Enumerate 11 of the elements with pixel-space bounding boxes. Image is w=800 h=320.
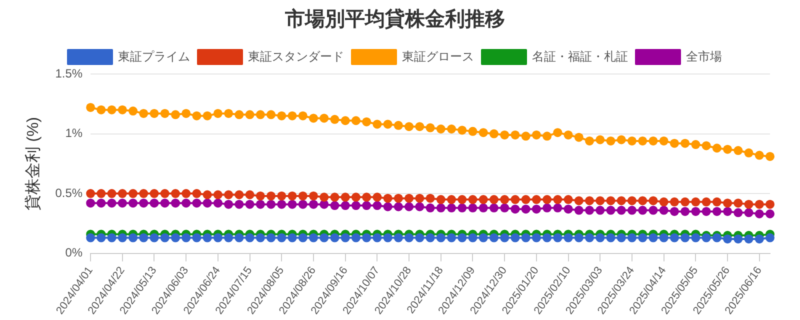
legend-label: 名証・福証・札証 (532, 49, 628, 64)
legend-label: 東証グロース (402, 49, 474, 64)
chart-title: 市場別平均貸株金利推移 (284, 8, 505, 31)
y-tick-label: 0.5% (55, 186, 83, 200)
legend-label: 全市場 (686, 49, 722, 64)
y-axis-title: 貸株金利 (%) (24, 117, 42, 210)
legend-label: 東証スタンダード (248, 49, 344, 64)
legend-label: 東証プライム (118, 49, 190, 64)
y-tick-label: 0% (65, 246, 83, 260)
y-tick-label: 1% (65, 126, 83, 140)
y-tick-label: 1.5% (55, 66, 83, 80)
